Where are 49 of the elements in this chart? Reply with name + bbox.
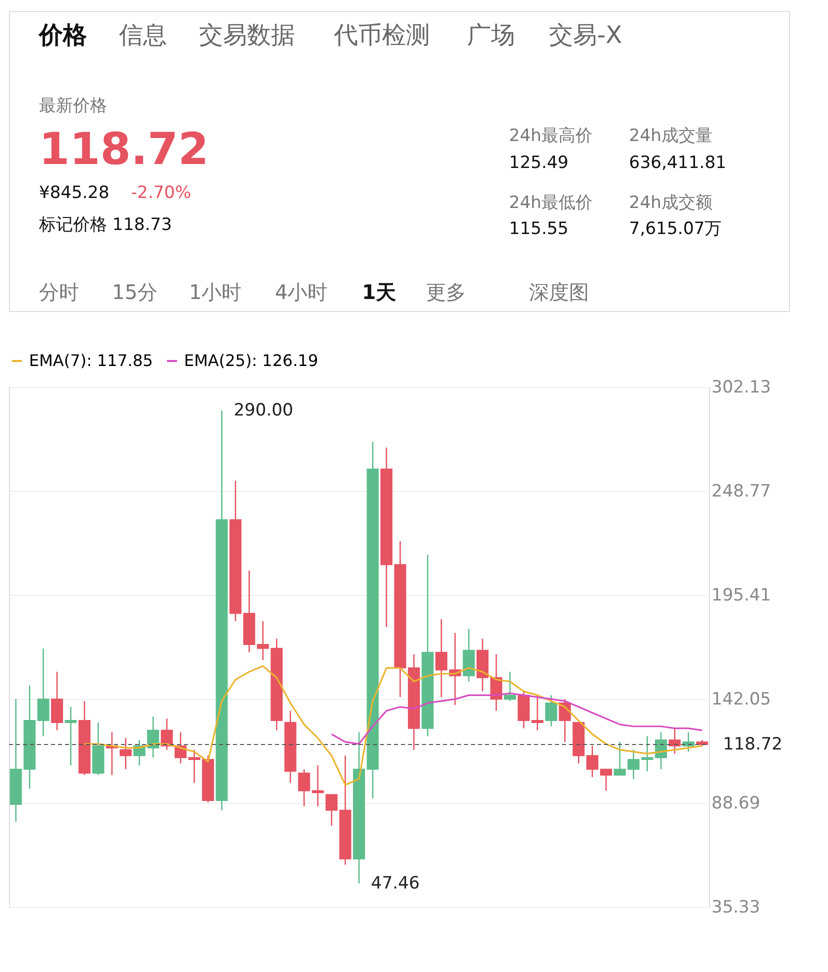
text: 24h最高价 bbox=[509, 126, 592, 146]
text: 交易-X bbox=[549, 21, 622, 49]
text: 125.49 bbox=[509, 153, 568, 173]
text: 15分 bbox=[112, 280, 158, 304]
candlestick bbox=[545, 694, 558, 728]
text: 636,411.81 bbox=[629, 153, 726, 173]
text: 交易数据 bbox=[199, 21, 295, 49]
y-tick-label: 195.41 bbox=[712, 586, 771, 606]
text: ¥845.28 bbox=[39, 183, 110, 203]
candlestick bbox=[312, 764, 324, 807]
candlestick bbox=[531, 694, 544, 731]
text: 标记价格 118.73 bbox=[38, 215, 172, 235]
candlestick bbox=[668, 728, 681, 754]
y-tick-label: 88.69 bbox=[712, 794, 760, 814]
legend-label: EMA(7): 117.85 bbox=[29, 351, 153, 370]
text: 信息 bbox=[119, 21, 167, 49]
candlestick bbox=[37, 648, 50, 737]
text: 1天 bbox=[362, 280, 396, 304]
text: 118.72 bbox=[39, 124, 209, 175]
candlestick bbox=[298, 768, 310, 807]
candlestick bbox=[120, 737, 132, 770]
text: 1小时 bbox=[189, 280, 242, 304]
annotation: 47.46 bbox=[371, 873, 420, 894]
text: 分时 bbox=[39, 280, 79, 304]
candlestick bbox=[504, 671, 516, 702]
text: 24h成交额 bbox=[629, 193, 712, 213]
text: 4小时 bbox=[275, 280, 328, 304]
y-tick-label: 142.05 bbox=[712, 690, 771, 710]
text: -2.70% bbox=[131, 183, 192, 203]
y-tick-label: 302.13 bbox=[712, 378, 771, 398]
text: 广场 bbox=[467, 21, 515, 49]
text: 深度图 bbox=[529, 280, 589, 304]
candlestick bbox=[64, 706, 77, 766]
y-tick-label: 248.77 bbox=[712, 482, 771, 502]
candlestick bbox=[51, 671, 64, 731]
text: 115.55 bbox=[509, 219, 568, 239]
text: 代币检测 bbox=[333, 21, 430, 49]
legend-label: EMA(25): 126.19 bbox=[184, 351, 318, 370]
candlestick bbox=[326, 794, 338, 826]
text: 更多 bbox=[426, 280, 466, 304]
ref-line-label: 118.72 bbox=[723, 734, 782, 754]
text: 最新价格 bbox=[39, 96, 107, 116]
text: 24h成交量 bbox=[629, 126, 712, 146]
text: 24h最低价 bbox=[509, 193, 592, 213]
y-tick-label: 35.33 bbox=[712, 898, 760, 918]
candlestick bbox=[682, 732, 694, 752]
text: 价格 bbox=[38, 21, 88, 49]
text: 7,615.07万 bbox=[629, 219, 722, 239]
annotation: 290.00 bbox=[234, 400, 294, 421]
